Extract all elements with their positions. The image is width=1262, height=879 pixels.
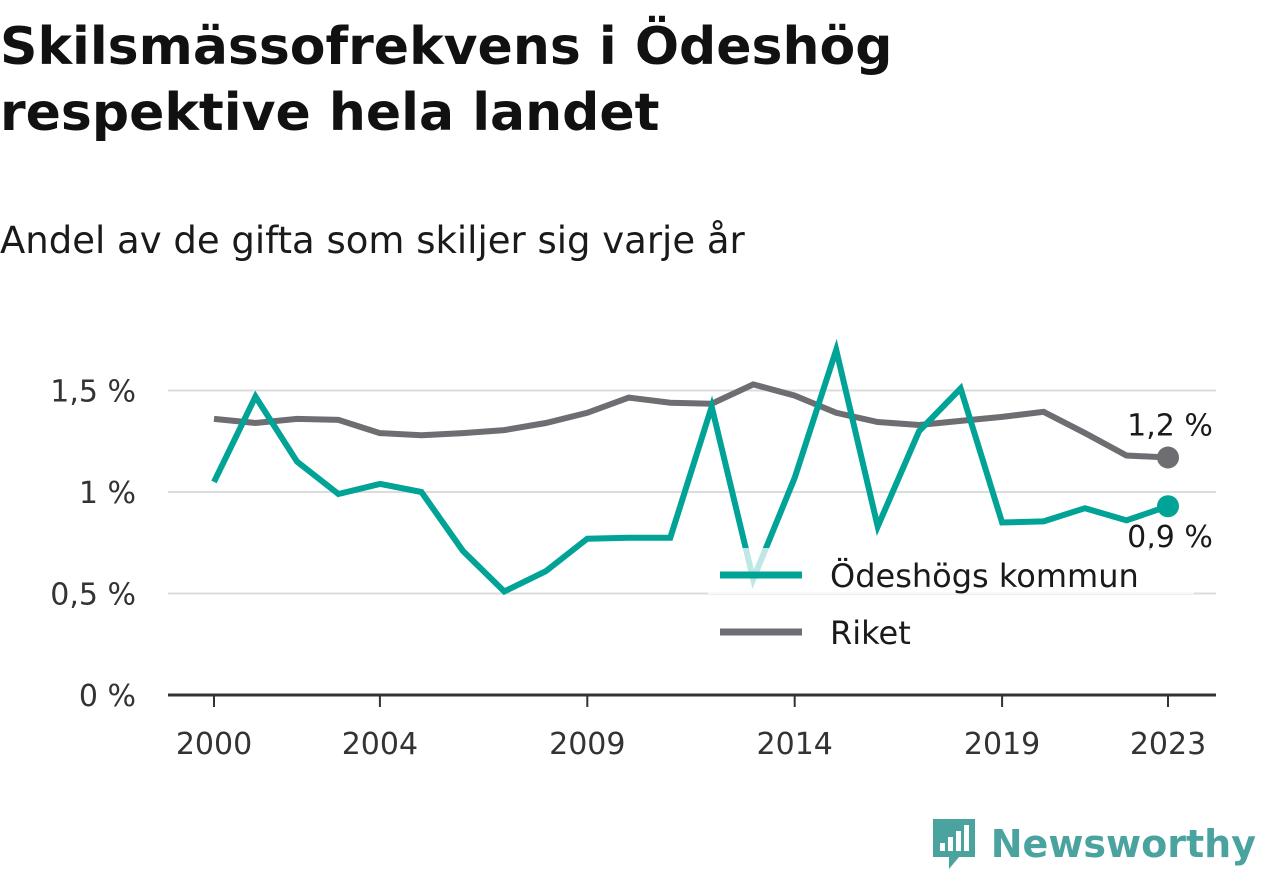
x-tick-label: 2019	[964, 727, 1040, 762]
chart-subtitle: Andel av de gifta som skiljer sig varje …	[0, 219, 745, 262]
y-axis: 0 % 0,5 % 1 % 1,5 %	[50, 375, 136, 715]
end-point-1	[1157, 446, 1179, 469]
legend-label: Ödeshögs kommun	[830, 557, 1139, 595]
newsworthy-logo-icon	[932, 819, 975, 869]
legend: Ödeshögs kommun Riket	[708, 548, 1194, 652]
series-line-1	[213, 381, 1169, 461]
brand-name: Newsworthy	[990, 822, 1256, 866]
legend-background	[708, 548, 1194, 594]
y-tick-label: 1 %	[79, 476, 136, 511]
series-lines	[211, 338, 1179, 596]
end-labels: 1,2 %0,9 %	[1127, 408, 1213, 555]
chart-title: Skilsmässofrekvens i Ödeshög respektive …	[0, 17, 893, 143]
x-tick-label: 2004	[342, 727, 418, 762]
y-tick-label: 0,5 %	[50, 578, 136, 613]
x-tick-label: 2000	[176, 727, 252, 762]
newsworthy-logo: Newsworthy	[929, 815, 1256, 873]
x-axis: 2000 2004 2009 2014 2019 2023	[168, 693, 1216, 762]
y-tick-label: 1,5 %	[50, 375, 136, 410]
x-tick-label: 2023	[1130, 727, 1206, 762]
x-tick-label: 2009	[549, 727, 625, 762]
end-label-riket: 1,2 %	[1127, 408, 1213, 443]
series-line-0	[211, 338, 1169, 596]
legend-label: Riket	[830, 614, 911, 652]
x-tick-label: 2014	[757, 727, 833, 762]
y-tick-label: 0 %	[79, 679, 136, 714]
end-point-0	[1157, 495, 1179, 518]
